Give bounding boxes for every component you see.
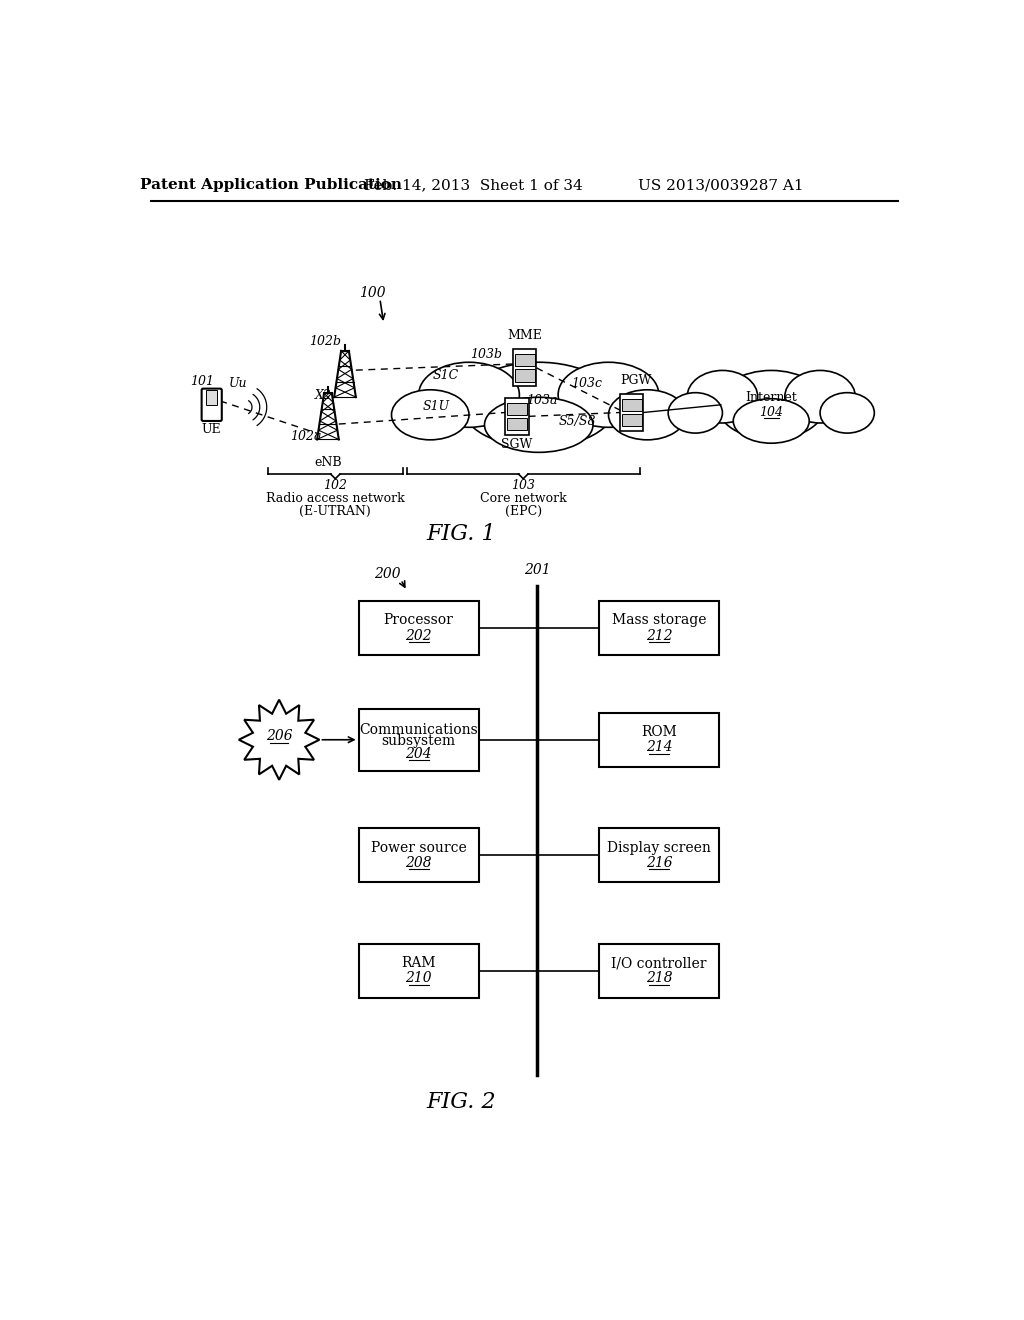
Text: X2: X2	[314, 389, 332, 403]
Text: US 2013/0039287 A1: US 2013/0039287 A1	[638, 178, 804, 193]
Text: S1C: S1C	[432, 370, 459, 381]
Text: FIG. 2: FIG. 2	[426, 1090, 496, 1113]
Text: S1U: S1U	[423, 400, 450, 413]
Text: 102a: 102a	[291, 430, 322, 444]
Text: Display screen: Display screen	[607, 841, 711, 854]
Text: Power source: Power source	[371, 841, 467, 854]
Ellipse shape	[717, 371, 825, 440]
Text: 210: 210	[406, 972, 432, 986]
Text: RAM: RAM	[401, 956, 436, 970]
Text: 218: 218	[645, 972, 672, 986]
Text: (E-UTRAN): (E-UTRAN)	[299, 504, 371, 517]
Text: 104: 104	[759, 407, 783, 418]
Ellipse shape	[669, 392, 722, 433]
Text: Patent Application Publication: Patent Application Publication	[140, 178, 402, 193]
Text: Processor: Processor	[384, 614, 454, 627]
Text: 103c: 103c	[571, 376, 602, 389]
Text: eNB: eNB	[314, 457, 342, 470]
FancyBboxPatch shape	[515, 354, 535, 367]
Text: Core network: Core network	[480, 492, 566, 506]
Text: 208: 208	[406, 855, 432, 870]
Text: 212: 212	[645, 628, 672, 643]
FancyBboxPatch shape	[599, 713, 719, 767]
Text: Uu: Uu	[228, 376, 248, 389]
Text: Feb. 14, 2013  Sheet 1 of 34: Feb. 14, 2013 Sheet 1 of 34	[364, 178, 583, 193]
FancyBboxPatch shape	[513, 350, 537, 387]
FancyBboxPatch shape	[599, 829, 719, 882]
FancyBboxPatch shape	[358, 829, 478, 882]
Text: I/O controller: I/O controller	[611, 956, 707, 970]
Text: MME: MME	[507, 329, 543, 342]
Ellipse shape	[784, 371, 855, 422]
Text: 206: 206	[266, 729, 293, 743]
Text: 100: 100	[358, 286, 385, 300]
Ellipse shape	[558, 362, 658, 428]
FancyBboxPatch shape	[622, 414, 642, 426]
Text: 103b: 103b	[470, 348, 502, 362]
FancyBboxPatch shape	[358, 709, 478, 771]
Ellipse shape	[733, 399, 809, 444]
Ellipse shape	[484, 397, 593, 453]
Text: PGW: PGW	[620, 374, 651, 387]
Text: (EPC): (EPC)	[505, 504, 542, 517]
FancyBboxPatch shape	[206, 391, 217, 405]
FancyBboxPatch shape	[515, 370, 535, 381]
Text: Radio access network: Radio access network	[265, 492, 404, 506]
Text: 103: 103	[511, 479, 536, 492]
Text: FIG. 1: FIG. 1	[426, 523, 496, 545]
FancyBboxPatch shape	[621, 395, 643, 430]
FancyBboxPatch shape	[507, 403, 527, 414]
Text: Mass storage: Mass storage	[611, 614, 707, 627]
Text: 204: 204	[406, 747, 432, 762]
Text: Communications: Communications	[359, 723, 478, 737]
Text: 102b: 102b	[309, 335, 342, 348]
Text: S5/S8: S5/S8	[559, 416, 596, 428]
Ellipse shape	[461, 362, 616, 447]
FancyBboxPatch shape	[507, 418, 527, 430]
FancyBboxPatch shape	[506, 397, 528, 434]
FancyBboxPatch shape	[622, 399, 642, 411]
Text: 214: 214	[645, 741, 672, 755]
Text: 202: 202	[406, 628, 432, 643]
Text: 102: 102	[323, 479, 347, 492]
Text: ROM: ROM	[641, 725, 677, 739]
Text: 101: 101	[190, 375, 214, 388]
Ellipse shape	[419, 362, 519, 428]
FancyBboxPatch shape	[202, 388, 222, 421]
FancyBboxPatch shape	[358, 944, 478, 998]
Text: 201: 201	[524, 564, 551, 577]
Text: 103a: 103a	[526, 395, 558, 408]
Ellipse shape	[391, 389, 469, 440]
Polygon shape	[239, 700, 319, 780]
Text: subsystem: subsystem	[382, 734, 456, 748]
Text: 200: 200	[375, 568, 401, 581]
FancyBboxPatch shape	[358, 601, 478, 655]
Text: Internet: Internet	[745, 391, 797, 404]
Text: 216: 216	[645, 855, 672, 870]
Ellipse shape	[608, 389, 686, 440]
Text: SGW: SGW	[502, 438, 532, 451]
FancyBboxPatch shape	[599, 601, 719, 655]
Text: UE: UE	[202, 422, 221, 436]
FancyBboxPatch shape	[599, 944, 719, 998]
Ellipse shape	[820, 392, 874, 433]
Ellipse shape	[687, 371, 758, 422]
